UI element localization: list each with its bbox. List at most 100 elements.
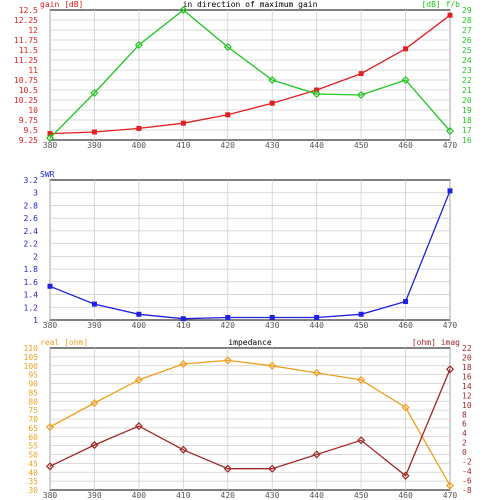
series-line-1 [49, 190, 451, 320]
x-tick-label: 410 [176, 141, 191, 150]
x-tick-label: 430 [265, 321, 280, 330]
data-point [447, 12, 453, 18]
x-tick-label: 390 [87, 321, 102, 330]
data-point [179, 445, 188, 454]
data-point [312, 89, 321, 99]
x-tick-label: 450 [354, 141, 369, 150]
data-point [45, 462, 55, 471]
left-tick-label: 40 [28, 468, 38, 477]
x-tick-label: 470 [443, 491, 458, 500]
right-tick-label: 14 [462, 382, 472, 391]
x-tick-label: 430 [265, 491, 280, 500]
chart-panel-3: 380 390 400 410 420 430 440 450 460 4703035404550… [24, 338, 472, 500]
data-point [47, 131, 53, 137]
left-tick-label: 110 [24, 344, 39, 353]
x-tick-label: 410 [176, 491, 191, 500]
data-point [403, 299, 409, 305]
x-tick-label: 380 [43, 141, 58, 150]
data-point [401, 403, 410, 412]
right-tick-label: 17 [462, 126, 472, 135]
right-tick-label: 21 [462, 86, 472, 95]
right-tick-label: 8 [462, 410, 467, 419]
right-tick-label: 12 [462, 391, 472, 400]
x-tick-label: 450 [354, 321, 369, 330]
left-tick-label: 11.75 [14, 36, 38, 45]
data-point [180, 120, 186, 126]
left-tick-label: 90 [28, 380, 38, 389]
right-tick-label: -2 [462, 458, 472, 467]
real-axis-label: real [ohm] [40, 338, 88, 347]
left-tick-label: 9.75 [19, 116, 38, 125]
x-tick-label: 440 [309, 491, 324, 500]
left-tick-label: 10.25 [14, 96, 38, 105]
data-point [45, 133, 55, 143]
data-point [225, 112, 231, 118]
x-tick-label: 460 [398, 141, 413, 150]
left-tick-label: 11.25 [14, 56, 38, 65]
data-point [312, 368, 321, 377]
data-point [47, 283, 53, 289]
right-tick-label: -4 [462, 467, 472, 476]
left-tick-label: 3 [33, 189, 38, 198]
right-tick-label: 0 [462, 448, 467, 457]
right-tick-label: 18 [462, 116, 472, 125]
x-tick-label: 380 [43, 321, 58, 330]
data-point [134, 40, 143, 50]
left-tick-label: 3.2 [24, 176, 39, 185]
right-tick-label: 25 [462, 46, 472, 55]
left-tick-label: 100 [24, 362, 39, 371]
left-tick-label: 75 [28, 406, 38, 415]
left-tick-label: 1.4 [24, 291, 39, 300]
left-tick-label: 1.6 [24, 278, 39, 287]
x-tick-label: 450 [354, 491, 369, 500]
left-tick-label: 2.4 [24, 227, 39, 236]
data-point [357, 375, 366, 384]
data-point [134, 375, 143, 384]
x-tick-label: 400 [132, 321, 147, 330]
left-tick-label: 1.2 [24, 303, 39, 312]
data-point [136, 125, 142, 131]
left-tick-label: 11.5 [19, 46, 38, 55]
fb-axis-label: [dB] f/b [421, 0, 460, 9]
series-line-1 [49, 14, 451, 135]
right-tick-label: 16 [462, 372, 472, 381]
data-point [403, 46, 409, 52]
left-tick-label: 12.25 [14, 16, 38, 25]
plot-frame [49, 179, 451, 321]
data-point [180, 316, 186, 322]
data-point [223, 356, 232, 365]
chart-panel-2: 380 390 400 410 420 430 440 450 460 470 1 1.2 1.4 1.6… [24, 170, 458, 330]
left-tick-label: 10 [28, 106, 38, 115]
data-point [223, 42, 232, 52]
data-point [314, 314, 320, 320]
left-tick-label: 60 [28, 433, 38, 442]
data-point [447, 188, 453, 194]
series-line-2 [49, 369, 451, 477]
x-tick-label: 420 [221, 321, 236, 330]
data-point [90, 88, 99, 98]
left-tick-label: 9.25 [19, 136, 38, 145]
left-tick-label: 65 [28, 424, 38, 433]
data-point [269, 100, 275, 106]
right-tick-label: 23 [462, 66, 472, 75]
right-tick-label: 4 [462, 429, 467, 438]
data-point [357, 90, 366, 100]
data-point [445, 481, 455, 490]
left-tick-label: 9.5 [24, 126, 39, 135]
data-point [91, 301, 97, 307]
right-tick-label: 20 [462, 96, 472, 105]
data-point [223, 464, 232, 473]
right-tick-label: 26 [462, 36, 472, 45]
x-tick-label: 380 [43, 491, 58, 500]
right-tick-label: -6 [462, 477, 472, 486]
data-point [269, 314, 275, 320]
right-tick-label: 2 [462, 439, 467, 448]
series-line-2 [49, 9, 451, 139]
x-tick-label: 470 [443, 321, 458, 330]
x-tick-label: 400 [132, 141, 147, 150]
x-tick-label: 430 [265, 141, 280, 150]
right-tick-label: 27 [462, 26, 472, 35]
left-tick-label: 50 [28, 451, 38, 460]
plot-frame [49, 9, 451, 141]
data-point [134, 422, 143, 431]
